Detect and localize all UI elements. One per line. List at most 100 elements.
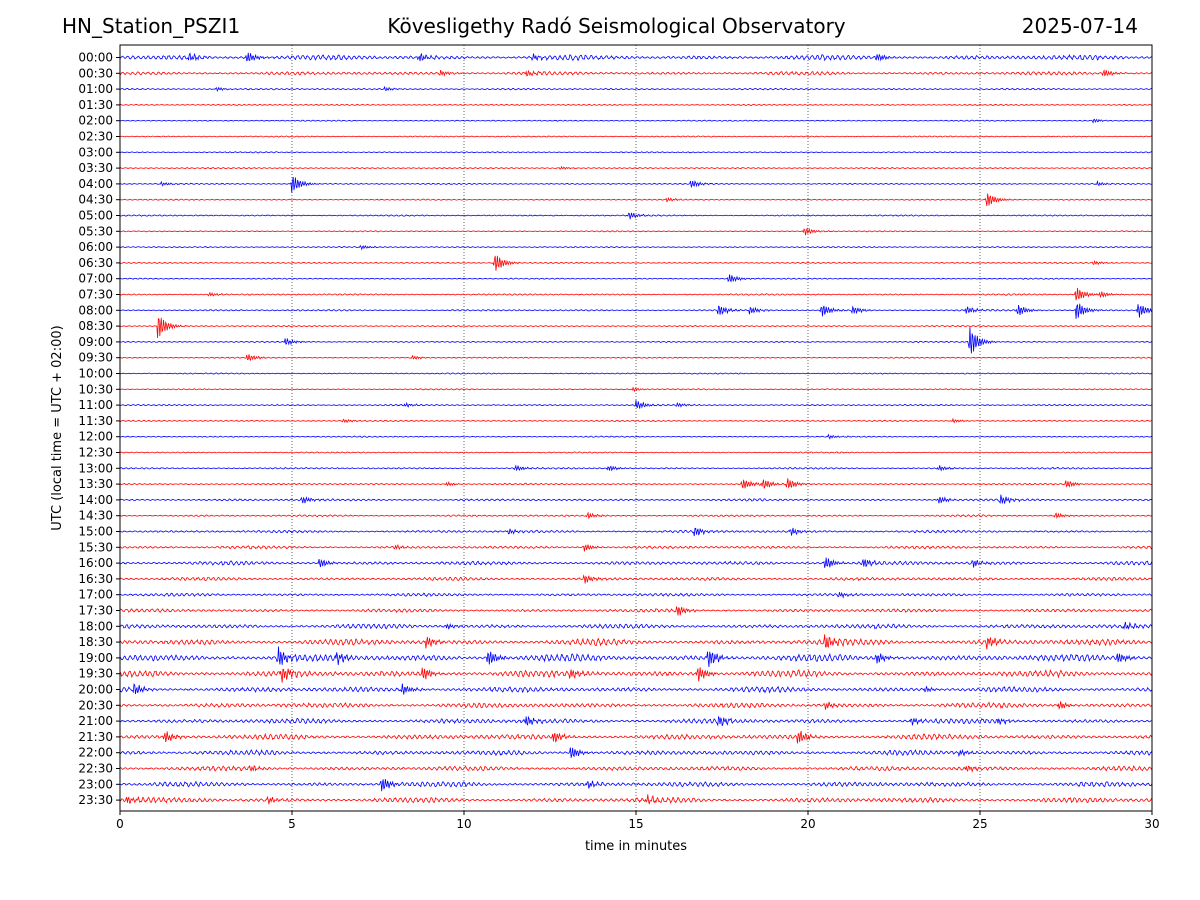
y-tick-label: 06:30: [78, 256, 113, 270]
x-tick-label: 20: [800, 817, 815, 831]
trace-15:30: [119, 543, 1153, 552]
vertical-grid: [291, 45, 981, 811]
trace-18:00: [119, 621, 1153, 630]
y-tick-label: 14:00: [78, 493, 113, 507]
station-name: HN_Station_PSZI1: [62, 14, 241, 38]
y-tick-label: 07:30: [78, 288, 113, 302]
trace-14:00: [119, 494, 1153, 505]
trace-03:30: [119, 165, 1153, 170]
observatory-title: Kövesligethy Radó Seismological Observat…: [387, 14, 846, 38]
trace-12:00: [119, 433, 1153, 440]
y-tick-label: 03:30: [78, 161, 113, 175]
trace-02:00: [119, 118, 1153, 124]
trace-22:30: [119, 764, 1153, 773]
y-tick-label: 00:30: [78, 66, 113, 80]
y-tick-label: 14:30: [78, 509, 113, 523]
y-tick-label: 16:00: [78, 556, 113, 570]
trace-22:00: [119, 747, 1153, 758]
trace-02:30: [119, 135, 1153, 138]
trace-18:30: [119, 634, 1153, 650]
x-tick-label: 15: [628, 817, 643, 831]
y-tick-label: 10:00: [78, 367, 113, 381]
trace-11:00: [119, 400, 1153, 409]
y-tick-label: 10:30: [78, 382, 113, 396]
trace-13:30: [119, 478, 1153, 489]
trace-20:30: [119, 701, 1153, 710]
seismic-traces: [119, 52, 1153, 805]
trace-06:00: [119, 244, 1153, 251]
y-tick-label: 06:00: [78, 240, 113, 254]
x-tick-label: 25: [972, 817, 987, 831]
y-tick-label: 19:30: [78, 667, 113, 681]
plot-date: 2025-07-14: [1021, 14, 1138, 38]
y-tick-label: 19:00: [78, 651, 113, 665]
y-tick-label: 00:00: [78, 51, 113, 65]
y-tick-label: 18:00: [78, 619, 113, 633]
trace-00:00: [119, 52, 1153, 62]
trace-09:30: [119, 354, 1153, 361]
y-tick-label: 17:30: [78, 604, 113, 618]
y-tick-label: 05:30: [78, 224, 113, 238]
y-tick-label: 13:30: [78, 477, 113, 491]
y-tick-label: 12:30: [78, 446, 113, 460]
y-tick-label: 08:00: [78, 303, 113, 317]
trace-11:30: [119, 417, 1153, 424]
trace-04:00: [119, 176, 1153, 193]
trace-06:30: [119, 255, 1153, 271]
y-tick-label: 23:30: [78, 793, 113, 807]
trace-15:00: [119, 527, 1153, 537]
y-tick-label: 07:00: [78, 272, 113, 286]
y-tick-label: 02:00: [78, 114, 113, 128]
trace-13:00: [119, 464, 1153, 472]
trace-12:30: [119, 451, 1153, 454]
trace-16:00: [119, 557, 1153, 568]
y-tick-label: 03:00: [78, 145, 113, 159]
y-tick-label: 15:00: [78, 525, 113, 539]
y-tick-label: 04:00: [78, 177, 113, 191]
y-tick-label: 11:00: [78, 398, 113, 412]
y-tick-label: 05:00: [78, 209, 113, 223]
y-tick-label: 20:00: [78, 683, 113, 697]
y-tick-label: 02:30: [78, 130, 113, 144]
y-tick-label: 17:00: [78, 588, 113, 602]
x-tick-label: 5: [288, 817, 296, 831]
y-axis-label: UTC (local time = UTC + 02:00): [50, 325, 65, 530]
y-tick-label: 09:30: [78, 351, 113, 365]
trace-23:00: [119, 779, 1153, 792]
y-tick-label: 11:30: [78, 414, 113, 428]
trace-04:30: [119, 193, 1153, 207]
y-tick-label: 16:30: [78, 572, 113, 586]
trace-14:30: [119, 511, 1153, 520]
trace-23:30: [119, 794, 1153, 805]
y-tick-label: 22:30: [78, 762, 113, 776]
trace-07:00: [119, 274, 1153, 283]
x-tick-label: 0: [116, 817, 124, 831]
trace-00:30: [119, 69, 1153, 77]
x-axis-label: time in minutes: [585, 839, 687, 854]
trace-19:00: [119, 646, 1153, 667]
plot-frame: [119, 44, 1153, 812]
trace-01:30: [119, 103, 1153, 106]
y-tick-label: 04:30: [78, 193, 113, 207]
trace-08:00: [119, 303, 1153, 319]
trace-08:30: [119, 317, 1153, 339]
trace-21:00: [119, 715, 1153, 727]
y-tick-label: 18:30: [78, 635, 113, 649]
trace-16:30: [119, 574, 1153, 584]
trace-01:00: [119, 85, 1153, 92]
y-tick-label: 20:30: [78, 698, 113, 712]
x-tick-label: 30: [1144, 817, 1159, 831]
y-tick-label: 09:00: [78, 335, 113, 349]
trace-17:00: [119, 591, 1153, 599]
y-tick-label: 21:00: [78, 714, 113, 728]
trace-21:30: [119, 730, 1153, 744]
x-axis-ticks: 0 5 10 15 20 25 30: [116, 811, 1160, 831]
y-tick-label: 01:30: [78, 98, 113, 112]
trace-17:30: [119, 606, 1153, 616]
trace-19:30: [119, 667, 1153, 683]
trace-07:30: [119, 287, 1153, 301]
trace-10:30: [119, 386, 1153, 393]
x-tick-label: 10: [456, 817, 471, 831]
